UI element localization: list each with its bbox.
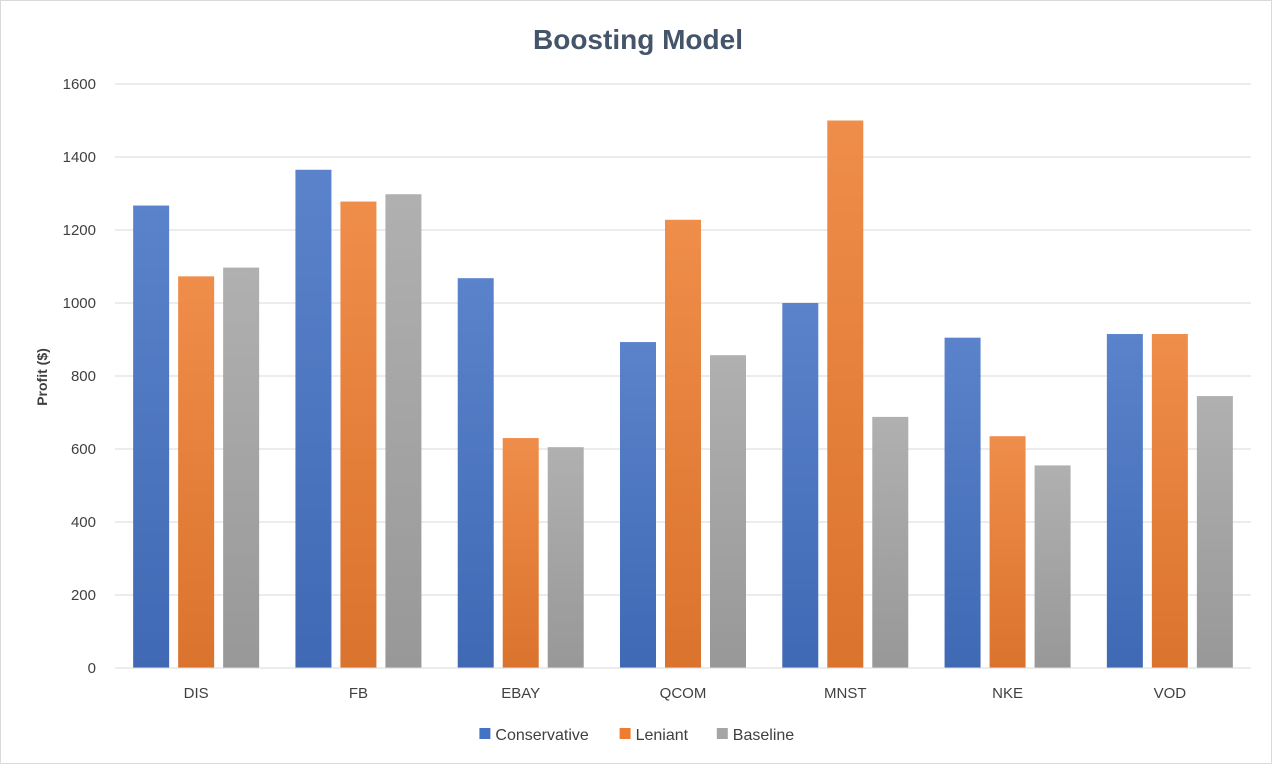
bar-leniant-dis — [178, 276, 215, 668]
bar-conservative-ebay — [457, 278, 494, 668]
y-tick-label: 600 — [71, 441, 96, 458]
chart-title: Boosting Model — [533, 24, 743, 55]
y-tick-label: 800 — [71, 368, 96, 385]
bar-conservative-vod — [1106, 334, 1143, 668]
x-tick-label: EBAY — [501, 685, 540, 702]
bar-conservative-dis — [133, 205, 170, 669]
bar-baseline-vod — [1196, 396, 1233, 668]
legend-label: Leniant — [636, 727, 689, 744]
legend-label: Conservative — [495, 727, 588, 744]
bar-leniant-qcom — [665, 219, 701, 668]
y-tick-label: 200 — [71, 587, 96, 604]
legend-swatch — [619, 728, 631, 739]
x-tick-label: FB — [349, 685, 368, 702]
legend-swatch — [716, 728, 728, 739]
y-tick-label: 0 — [88, 660, 96, 677]
y-tick-label: 1600 — [63, 76, 96, 93]
bar-baseline-nke — [1034, 465, 1071, 668]
bar-baseline-fb — [385, 194, 422, 669]
bar-baseline-ebay — [547, 447, 584, 668]
bar-conservative-nke — [944, 337, 981, 668]
y-tick-label: 400 — [71, 514, 96, 531]
x-tick-label: QCOM — [660, 685, 707, 702]
legend-item-conservative: Conservative — [479, 727, 589, 744]
y-tick-label: 1000 — [63, 295, 96, 312]
legend-item-leniant: Leniant — [619, 727, 689, 744]
legend-item-baseline: Baseline — [716, 727, 794, 744]
bar-conservative-qcom — [620, 342, 656, 668]
x-tick-label: DIS — [184, 685, 209, 702]
bar-baseline-mnst — [872, 416, 909, 668]
y-tick-label: 1400 — [63, 149, 96, 166]
legend: Conservative Leniant Baseline — [479, 727, 794, 744]
x-axis-tick-labels: DIS FB EBAY QCOM MNST NKE VOD — [184, 685, 1187, 702]
y-axis-tick-labels: 0 200 400 600 800 1000 1200 1400 1600 — [63, 76, 96, 677]
bars — [133, 120, 1233, 669]
legend-swatch — [479, 728, 491, 739]
x-tick-label: NKE — [992, 685, 1023, 702]
bar-leniant-nke — [989, 436, 1026, 668]
y-axis-title: Profit ($) — [34, 348, 50, 406]
bar-leniant-ebay — [502, 438, 539, 668]
x-tick-label: VOD — [1154, 685, 1187, 702]
legend-label: Baseline — [733, 727, 794, 744]
bar-leniant-fb — [340, 201, 377, 668]
bar-baseline-qcom — [710, 355, 746, 668]
bar-conservative-mnst — [782, 303, 819, 668]
bar-conservative-fb — [295, 169, 332, 668]
y-tick-label: 1200 — [63, 222, 96, 239]
bar-baseline-dis — [223, 267, 260, 668]
bar-leniant-vod — [1151, 334, 1188, 668]
bar-leniant-mnst — [827, 120, 864, 668]
x-tick-label: MNST — [824, 685, 867, 702]
